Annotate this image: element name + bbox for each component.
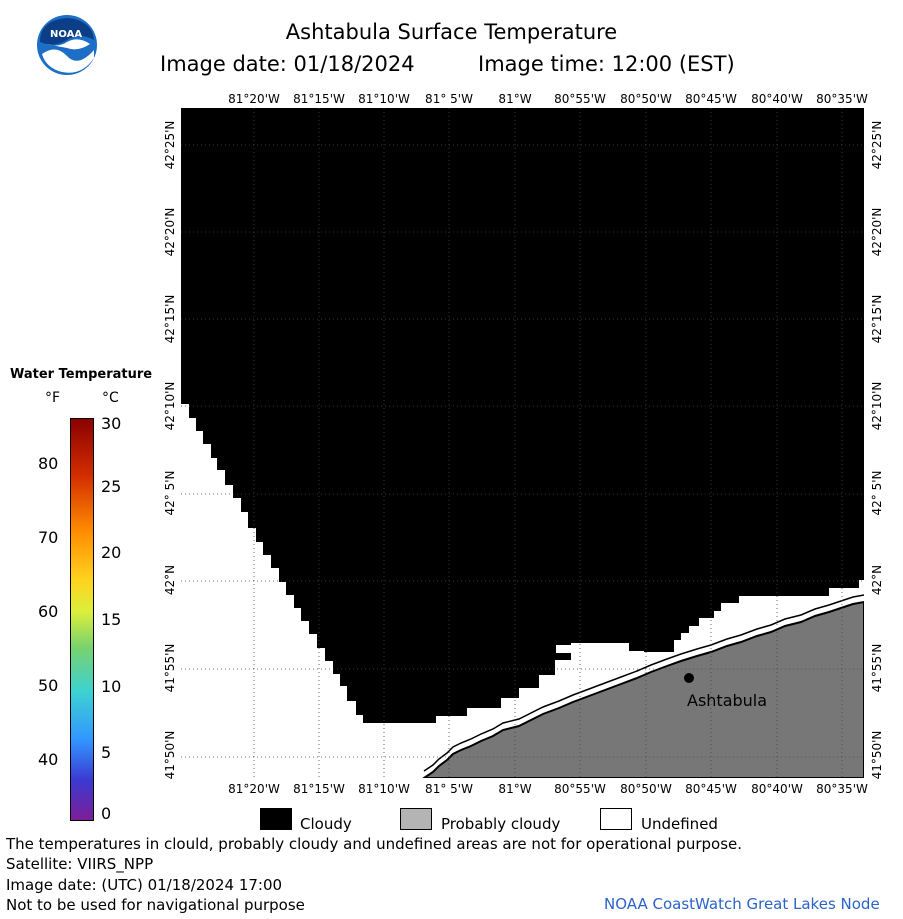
lon-label: 80°40'W xyxy=(751,782,803,796)
disclaimer-note: The temperatures in clould, probably clo… xyxy=(6,835,743,853)
cloudy-label: Cloudy xyxy=(300,815,352,833)
lat-label: 42°10'N xyxy=(163,381,177,431)
probably-cloudy-label: Probably cloudy xyxy=(441,815,561,833)
cloud-mask xyxy=(181,108,864,723)
image-time: Image time: 12:00 (EST) xyxy=(478,52,735,76)
credit-link[interactable]: NOAA CoastWatch Great Lakes Node xyxy=(604,895,880,913)
undefined-patch xyxy=(556,645,636,653)
lon-label: 80°45'W xyxy=(685,782,737,796)
lat-label: 41°50'N xyxy=(870,730,884,780)
legend-title: Water Temperature xyxy=(10,367,153,382)
f-tick: 50 xyxy=(38,676,59,695)
navigation-warning: Not to be used for navigational purpose xyxy=(6,896,305,914)
undefined-swatch xyxy=(600,808,632,830)
lon-label: 81° 5'W xyxy=(425,92,473,106)
lat-label: 42°N xyxy=(163,564,177,596)
lat-label: 42°25'N xyxy=(870,120,884,170)
lat-label: 42°N xyxy=(870,564,884,596)
land-area xyxy=(420,600,865,779)
c-tick: 0 xyxy=(101,804,112,823)
image-date: Image date: 01/18/2024 xyxy=(160,52,415,76)
lon-label: 80°50'W xyxy=(620,92,672,106)
lon-label: 80°35'W xyxy=(816,782,868,796)
lon-label: 80°55'W xyxy=(554,92,606,106)
cloud-patch xyxy=(629,641,649,651)
c-tick: 15 xyxy=(101,610,122,629)
lat-label: 42°20'N xyxy=(163,207,177,257)
lon-label: 81°10'W xyxy=(358,92,410,106)
lon-label: 81° 5'W xyxy=(425,782,473,796)
noaa-logo-text: NOAA xyxy=(50,29,83,40)
f-tick: 60 xyxy=(38,602,59,621)
lon-label: 80°40'W xyxy=(751,92,803,106)
c-tick: 30 xyxy=(101,414,122,433)
lon-label: 80°55'W xyxy=(554,782,606,796)
lon-label: 80°45'W xyxy=(685,92,737,106)
lat-label: 41°55'N xyxy=(163,643,177,693)
lat-label: 42°15'N xyxy=(163,294,177,344)
city-label: Ashtabula xyxy=(687,691,768,710)
lat-label: 42°25'N xyxy=(163,120,177,170)
lon-label: 81°15'W xyxy=(293,92,345,106)
c-tick: 20 xyxy=(101,543,122,562)
map-title: Ashtabula Surface Temperature xyxy=(285,20,618,44)
lon-label: 80°50'W xyxy=(620,782,672,796)
lon-label: 81°20'W xyxy=(228,782,280,796)
f-tick: 80 xyxy=(38,454,59,473)
lon-label: 81°W xyxy=(498,92,532,106)
c-tick: 25 xyxy=(101,477,122,496)
noaa-logo: NOAA xyxy=(36,14,98,76)
utc-date: Image date: (UTC) 01/18/2024 17:00 xyxy=(6,876,283,894)
probably-cloudy-swatch xyxy=(400,808,432,830)
lat-label: 42° 5'N xyxy=(870,470,884,516)
map-area[interactable]: Ashtabula xyxy=(181,108,865,779)
lat-label: 42°15'N xyxy=(870,294,884,344)
lon-label: 80°35'W xyxy=(816,92,868,106)
lon-label: 81°10'W xyxy=(358,782,410,796)
unit-f: °F xyxy=(45,390,61,406)
lon-label: 81°W xyxy=(498,782,532,796)
map-svg xyxy=(181,108,865,779)
ashtabula-marker[interactable] xyxy=(684,673,694,683)
lon-label: 81°15'W xyxy=(293,782,345,796)
temperature-colorbar xyxy=(70,418,94,821)
lat-label: 42°10'N xyxy=(870,381,884,431)
c-tick: 10 xyxy=(101,677,122,696)
f-tick: 70 xyxy=(38,528,59,547)
coastline xyxy=(423,594,865,772)
f-tick: 40 xyxy=(38,750,59,769)
unit-c: °C xyxy=(102,390,119,406)
lon-label: 81°20'W xyxy=(228,92,280,106)
lat-label: 42°20'N xyxy=(870,207,884,257)
undefined-label: Undefined xyxy=(641,815,718,833)
lat-label: 42° 5'N xyxy=(163,470,177,516)
lat-label: 41°50'N xyxy=(163,730,177,780)
c-tick: 5 xyxy=(101,743,112,762)
satellite-info: Satellite: VIIRS_NPP xyxy=(6,855,154,873)
cloudy-swatch xyxy=(260,808,292,830)
lat-label: 41°55'N xyxy=(870,643,884,693)
